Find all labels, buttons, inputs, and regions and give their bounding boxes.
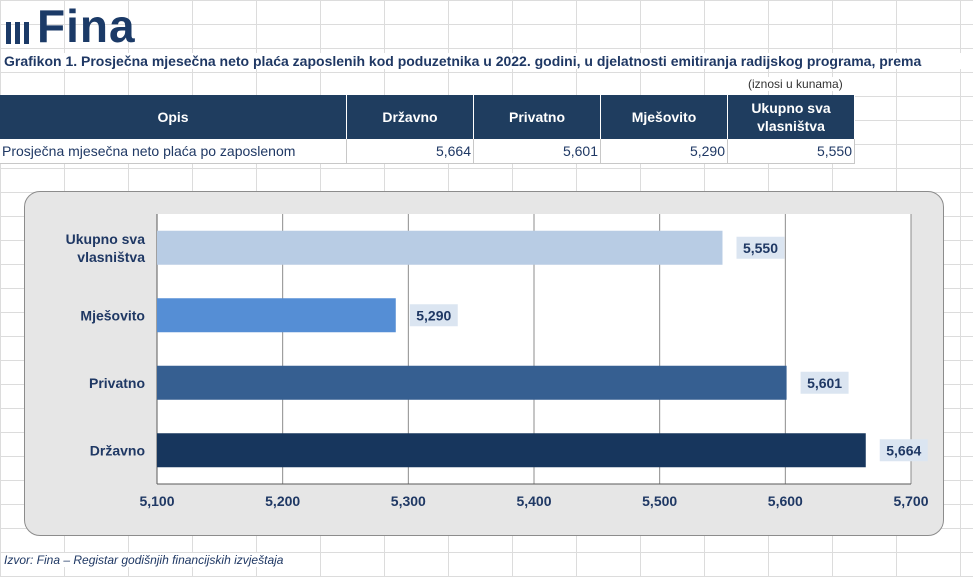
data-label: 5,664	[886, 442, 921, 458]
table-header-row: Opis Državno Privatno Mješovito Ukupno s…	[0, 95, 855, 139]
bar	[157, 230, 723, 265]
data-label-box	[800, 371, 849, 394]
category-label: Državno	[90, 442, 145, 458]
row-label: Prosječna mjesečna neto plaća po zaposle…	[0, 139, 347, 164]
header-ukupno: Ukupno sva vlasništva	[727, 95, 855, 139]
category-label: Privatno	[89, 375, 145, 391]
x-tick-label: 5,300	[391, 493, 426, 509]
x-tick-label: 5,400	[516, 493, 551, 509]
chart-panel: 5,100 5,200 5,300 5,400 5,500 5,600 5,700 Ukupn…	[24, 191, 944, 536]
bar	[157, 433, 866, 468]
units-note: (iznosi u kunama)	[746, 77, 845, 91]
chart-title: Grafikon 1. Prosječna mjesečna neto plać…	[4, 53, 973, 69]
cell-drzavno: 5,664	[346, 139, 474, 164]
source-note: Izvor: Fina – Registar godišnjih financi…	[4, 553, 288, 567]
x-tick-label: 5,200	[265, 493, 300, 509]
x-tick-label: 5,700	[893, 493, 928, 509]
header-privatno: Privatno	[473, 95, 601, 139]
fina-logo: Fina	[6, 0, 136, 52]
x-tick-label: 5,100	[139, 493, 174, 509]
cell-privatno: 5,601	[473, 139, 601, 164]
cell-mjesovito: 5,290	[600, 139, 728, 164]
bar	[157, 365, 787, 400]
logo-text: Fina	[37, 0, 136, 52]
bar	[157, 298, 396, 333]
data-label-box	[736, 236, 785, 259]
header-mjesovito: Mješovito	[600, 95, 728, 139]
header-opis: Opis	[0, 95, 347, 139]
logo-bars-icon	[6, 22, 29, 44]
data-table: Opis Državno Privatno Mješovito Ukupno s…	[0, 95, 855, 164]
data-label-box	[409, 304, 458, 327]
data-label-box	[879, 439, 928, 462]
table-row: Prosječna mjesečna neto plaća po zaposle…	[0, 139, 855, 164]
data-label: 5,550	[743, 240, 778, 256]
cell-ukupno: 5,550	[727, 139, 855, 164]
data-label: 5,601	[807, 375, 842, 391]
category-label: Ukupno sva vlasništva	[66, 231, 146, 265]
data-label: 5,290	[416, 307, 451, 323]
x-tick-label: 5,500	[642, 493, 677, 509]
header-drzavno: Državno	[346, 95, 474, 139]
bar-chart: 5,100 5,200 5,300 5,400 5,500 5,600 5,700 Ukupn…	[66, 214, 929, 509]
x-tick-label: 5,600	[768, 493, 803, 509]
category-label: Mješovito	[80, 307, 145, 323]
